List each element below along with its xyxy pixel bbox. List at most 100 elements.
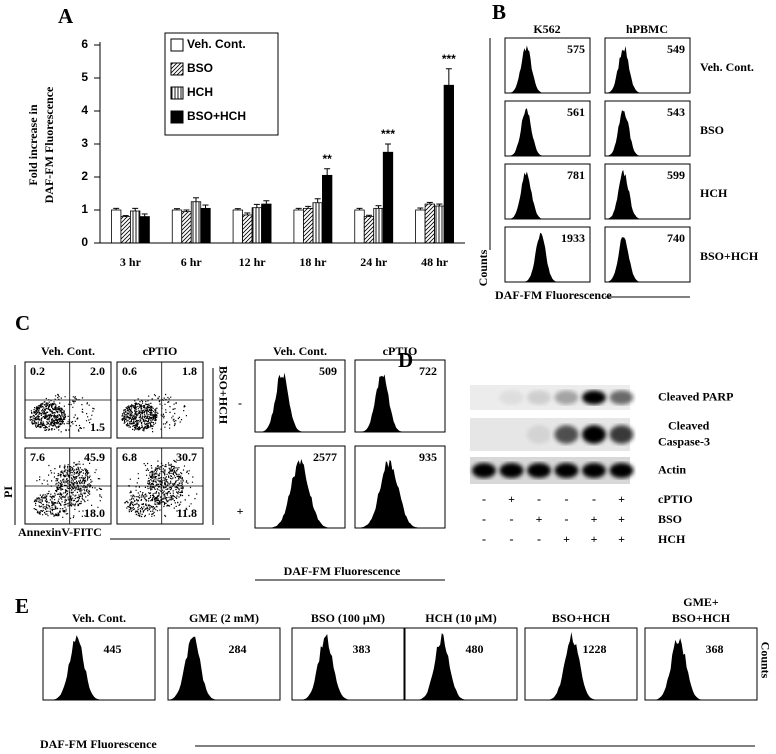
blot-band	[554, 425, 579, 444]
significance: ***	[381, 127, 395, 141]
legend-label: BSO	[187, 61, 213, 75]
treatment-sign: -	[510, 512, 514, 526]
histogram-frame	[644, 627, 758, 701]
treatment-sign: -	[482, 512, 486, 526]
mfi-value: 445	[103, 642, 121, 656]
blot-band	[582, 462, 606, 479]
blot-label: Cleaved PARP	[658, 389, 733, 403]
histogram-frame	[42, 627, 156, 701]
y-axis-label: Counts	[476, 249, 490, 286]
blot-band	[554, 462, 579, 479]
mfi-value: 575	[567, 42, 585, 56]
treatment-sign: +	[536, 512, 543, 526]
column-header: cPTIO	[143, 344, 178, 358]
y-axis-label: Fold increase in	[26, 104, 40, 185]
panel-label: B	[492, 0, 506, 24]
histogram	[505, 45, 590, 93]
bar	[312, 202, 323, 244]
treatment-sign: +	[563, 532, 570, 546]
quadrant-value: 1.5	[90, 420, 105, 434]
x-tick-label: 48 hr	[421, 255, 449, 269]
treatment-sign: +	[591, 532, 598, 546]
treatment-sign: -	[537, 532, 541, 546]
quadrant-value: 18.0	[84, 506, 105, 520]
histogram	[525, 632, 637, 700]
mfi-value: 599	[667, 168, 685, 182]
blot-band	[527, 390, 551, 405]
histogram	[645, 638, 757, 700]
row-label: Veh. Cont.	[700, 60, 754, 74]
y-tick-label: 0	[81, 235, 88, 249]
column-header: cPTIO	[383, 344, 418, 358]
bar	[242, 214, 253, 244]
blot-band	[499, 462, 524, 479]
histogram-frame	[254, 359, 346, 433]
histogram	[505, 232, 590, 282]
sample-label: BSO (100 μM)	[311, 611, 385, 625]
bar	[293, 209, 304, 244]
x-axis-label: DAF-FM Fluorescence	[284, 564, 401, 578]
bar	[190, 201, 202, 244]
bar	[303, 207, 314, 244]
legend-swatch	[170, 62, 184, 76]
sample-label: BSO+HCH	[672, 611, 731, 625]
quadrant-value: 1.8	[182, 364, 197, 378]
y-axis-label: Counts	[758, 642, 772, 679]
y-axis-label: DAF-FM Fluorescence	[42, 86, 56, 203]
histogram	[605, 237, 690, 282]
bar	[373, 207, 384, 244]
mfi-value: 935	[419, 450, 437, 464]
quadrant-value: 2.0	[90, 364, 105, 378]
mfi-value: 1933	[561, 231, 585, 245]
blot-label: Actin	[658, 462, 686, 476]
legend-label: HCH	[187, 85, 213, 99]
legend-label: Veh. Cont.	[187, 37, 246, 51]
quadrant-value: 6.8	[122, 450, 137, 464]
x-tick-label: 12 hr	[239, 255, 267, 269]
x-tick-label: 3 hr	[120, 255, 142, 269]
treatment-sign: +	[508, 492, 515, 506]
histogram-frame	[354, 359, 446, 433]
blot-band	[472, 462, 496, 479]
legend-swatch	[170, 86, 184, 100]
quadrant-value: 7.6	[30, 450, 45, 464]
blot-band	[499, 390, 524, 405]
sample-label: GME (2 mM)	[189, 611, 259, 625]
x-axis-label: DAF-FM Fluorescence	[40, 737, 157, 751]
mfi-value: 383	[352, 642, 370, 656]
mfi-value: 561	[567, 105, 585, 119]
mfi-value: 781	[567, 168, 585, 182]
sample-label: Veh. Cont.	[72, 611, 126, 625]
significance: ***	[442, 52, 456, 66]
scatter-dots	[33, 461, 103, 519]
treatment-label: BSO	[658, 512, 682, 526]
scatter-dots	[121, 393, 187, 433]
mfi-value: 1228	[582, 642, 606, 656]
bar	[181, 211, 192, 244]
histogram	[355, 459, 445, 528]
sample-label: BSO+HCH	[552, 611, 611, 625]
significance: **	[322, 152, 332, 166]
y-tick-label: 2	[81, 169, 88, 183]
histogram	[168, 636, 280, 700]
legend-label: BSO+HCH	[187, 109, 246, 123]
legend-swatch	[170, 38, 184, 52]
mfi-value: 740	[667, 231, 685, 245]
x-axis-label: AnnexinV-FITC	[18, 525, 102, 539]
quadrant-value: 30.7	[176, 450, 197, 464]
treatment-sign: +	[618, 532, 625, 546]
mfi-value: 543	[667, 105, 685, 119]
bar	[200, 207, 211, 244]
bar	[322, 174, 333, 244]
blot-band	[582, 425, 606, 444]
panel-label: A	[58, 4, 74, 28]
panel-label: E	[15, 594, 29, 618]
mfi-value: 509	[319, 364, 337, 378]
scatter-dots	[29, 393, 95, 433]
histogram	[255, 372, 345, 432]
x-tick-label: 18 hr	[299, 255, 327, 269]
histogram	[605, 169, 690, 219]
bar	[354, 209, 365, 244]
bar	[251, 207, 262, 244]
row-label: BSO+HCH	[700, 249, 759, 263]
